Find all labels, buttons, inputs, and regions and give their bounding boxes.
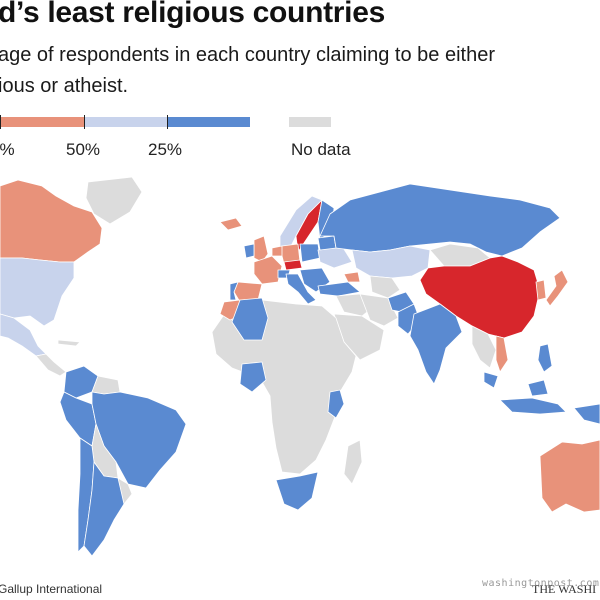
region-japan [545, 269, 569, 307]
region-india [409, 303, 463, 385]
map-subtitle: age of respondents in each country claim… [0, 40, 598, 102]
region-russia [319, 183, 561, 257]
legend-swatch-high [0, 117, 84, 127]
watermark: washingtonpost.com [482, 578, 600, 589]
region-kenya [327, 389, 345, 419]
region-usa [0, 257, 75, 327]
legend-swatch-low [167, 117, 250, 127]
legend-label-25: 25% [148, 140, 183, 159]
region-portugal [229, 281, 239, 301]
region-poland [299, 243, 321, 263]
source-note: Gallup International [0, 582, 103, 596]
region-algeria [231, 297, 269, 341]
region-ireland [243, 243, 255, 259]
region-philippines [537, 343, 553, 373]
region-madagascar [343, 439, 363, 485]
legend-label-no-data: No data [291, 140, 351, 159]
region-iran [359, 293, 399, 327]
publisher-credit: THE WASHI [532, 582, 597, 596]
region-mainland-sea [471, 325, 497, 369]
legend-swatch-mid [84, 117, 167, 127]
legend-label-50: 50% [66, 140, 101, 159]
subtitle-line-2: ious or atheist. [0, 75, 129, 97]
region-africa [211, 299, 357, 475]
legend-tick [167, 115, 168, 129]
region-czech [283, 259, 303, 271]
region-nigeria [239, 361, 267, 393]
region-caucasus [343, 271, 361, 283]
legend-tick [84, 115, 85, 129]
region-china [419, 255, 541, 339]
legend-label-75: 5% [0, 140, 15, 159]
region-south-africa [275, 471, 319, 511]
region-peru [59, 391, 97, 447]
color-legend: 5% 50% 25% No data [0, 114, 600, 164]
region-uruguay [117, 477, 133, 505]
legend-tick [0, 115, 1, 129]
region-malaysia [483, 371, 499, 389]
region-italy [285, 273, 317, 305]
subtitle-line-1: age of respondents in each country claim… [0, 44, 495, 66]
region-argentina [83, 461, 129, 557]
region-belarus [317, 235, 337, 251]
map-title: d’s least religious countries [0, 0, 385, 29]
region-korea [535, 279, 547, 301]
region-vietnam [495, 335, 509, 373]
region-greenland [85, 176, 143, 225]
region-central-asia [369, 275, 401, 299]
world-map [0, 176, 600, 557]
region-turkey [317, 281, 361, 297]
region-png [573, 403, 600, 425]
region-iceland [219, 217, 243, 231]
legend-swatch-no-data [289, 117, 331, 127]
region-indonesia [499, 379, 567, 415]
region-australia [539, 439, 600, 513]
